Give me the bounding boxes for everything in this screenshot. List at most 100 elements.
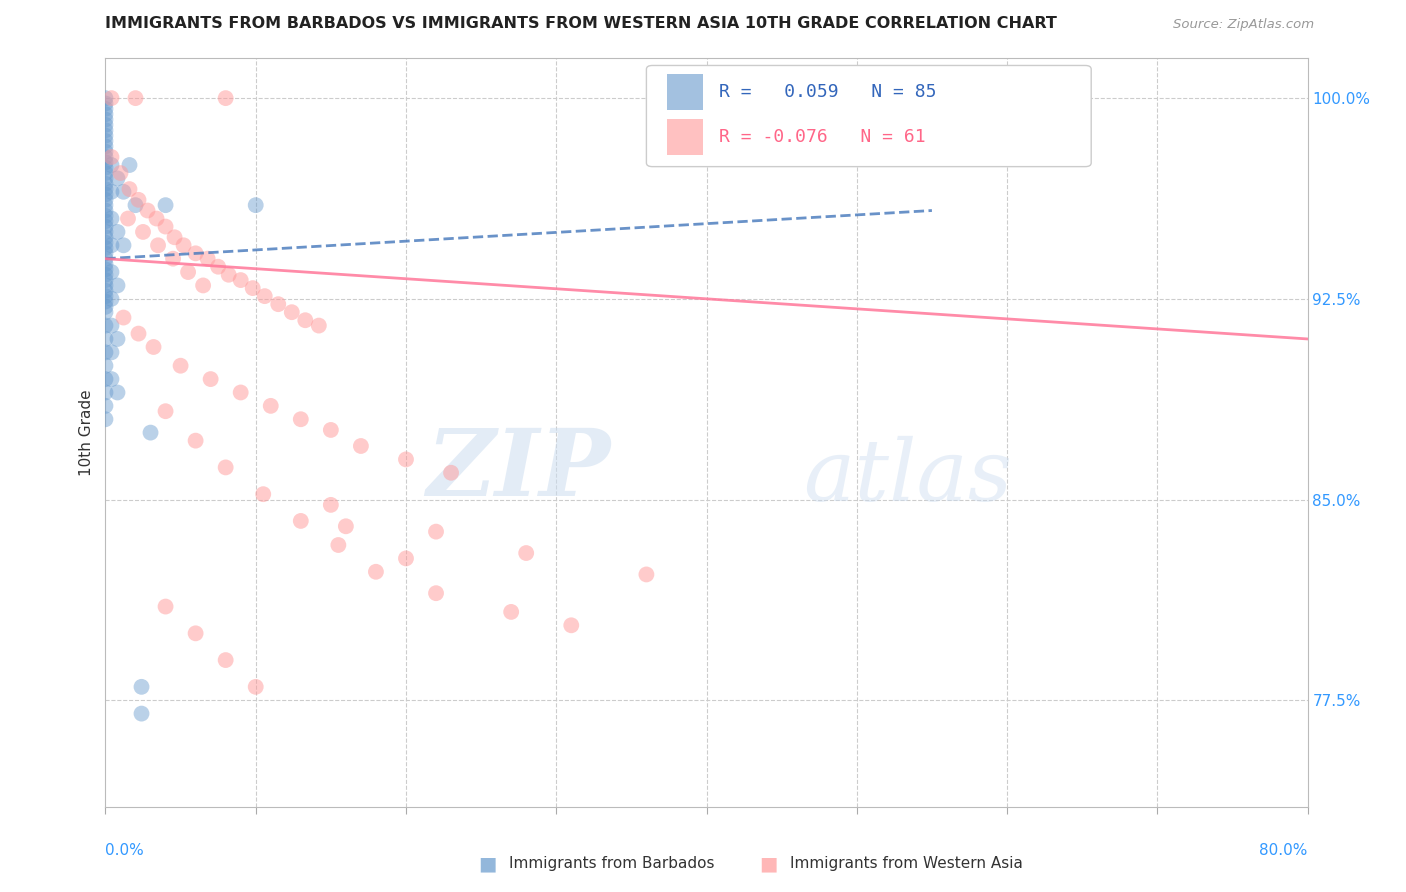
Point xyxy=(515,546,537,560)
Point xyxy=(94,171,117,186)
Point xyxy=(94,262,117,277)
Point xyxy=(112,238,135,252)
Point xyxy=(94,289,117,303)
Text: ZIP: ZIP xyxy=(426,425,610,515)
Point xyxy=(207,260,229,274)
Point xyxy=(94,128,117,143)
Point xyxy=(94,284,117,298)
Point xyxy=(100,150,122,164)
Point xyxy=(94,112,117,127)
Text: 80.0%: 80.0% xyxy=(1260,843,1308,858)
Point xyxy=(145,211,167,226)
Point xyxy=(94,230,117,244)
Point xyxy=(155,219,177,234)
Point xyxy=(94,203,117,218)
Point xyxy=(94,187,117,202)
Point xyxy=(636,567,658,582)
Point xyxy=(328,538,350,552)
Point xyxy=(242,281,264,295)
Point xyxy=(94,96,117,111)
Y-axis label: 10th Grade: 10th Grade xyxy=(79,389,94,476)
Point xyxy=(94,257,117,271)
Point xyxy=(214,91,236,105)
Point xyxy=(131,680,153,694)
Point xyxy=(94,278,117,293)
Point xyxy=(155,404,177,418)
Point xyxy=(128,193,150,207)
Point xyxy=(94,219,117,234)
Point xyxy=(163,230,186,244)
Point xyxy=(100,158,122,172)
Point xyxy=(94,241,117,255)
Point xyxy=(107,332,129,346)
Point xyxy=(100,318,122,333)
Point xyxy=(112,310,135,325)
Point xyxy=(94,107,117,121)
Point xyxy=(245,680,267,694)
Point xyxy=(260,399,283,413)
Point xyxy=(197,252,219,266)
Point xyxy=(229,385,252,400)
Text: Immigrants from Barbados: Immigrants from Barbados xyxy=(509,856,714,871)
Point xyxy=(440,466,463,480)
Point xyxy=(364,565,387,579)
Point xyxy=(136,203,159,218)
Point xyxy=(184,434,207,448)
Point xyxy=(94,102,117,116)
Point xyxy=(253,289,276,303)
Point xyxy=(94,268,117,282)
Point xyxy=(142,340,165,354)
Point xyxy=(245,198,267,212)
Text: Source: ZipAtlas.com: Source: ZipAtlas.com xyxy=(1174,18,1315,31)
Point xyxy=(100,292,122,306)
Point xyxy=(290,514,312,528)
Point xyxy=(100,345,122,359)
Point xyxy=(281,305,304,319)
Point xyxy=(308,318,330,333)
Point xyxy=(94,150,117,164)
Point xyxy=(94,359,117,373)
Text: R =   0.059   N = 85: R = 0.059 N = 85 xyxy=(718,83,936,101)
Point xyxy=(290,412,312,426)
Point xyxy=(177,265,200,279)
Point xyxy=(94,273,117,287)
Point xyxy=(94,225,117,239)
Point xyxy=(110,166,132,180)
Point xyxy=(425,586,447,600)
Point xyxy=(169,359,191,373)
Point xyxy=(94,91,117,105)
Point xyxy=(107,225,129,239)
Point xyxy=(214,460,236,475)
Point xyxy=(319,498,342,512)
Point xyxy=(94,412,117,426)
Point xyxy=(94,182,117,196)
Point xyxy=(94,123,117,137)
Text: R = -0.076   N = 61: R = -0.076 N = 61 xyxy=(718,128,925,145)
Point xyxy=(229,273,252,287)
Point xyxy=(94,214,117,228)
Point xyxy=(132,225,155,239)
Point xyxy=(94,166,117,180)
Point xyxy=(118,158,141,172)
Point xyxy=(117,211,139,226)
Point xyxy=(94,372,117,386)
Point xyxy=(501,605,523,619)
Text: atlas: atlas xyxy=(803,436,1012,519)
Point xyxy=(155,599,177,614)
Text: ■: ■ xyxy=(759,854,778,873)
Point xyxy=(94,118,117,132)
Point xyxy=(200,372,222,386)
Bar xyxy=(666,119,703,154)
Text: ■: ■ xyxy=(478,854,496,873)
Point xyxy=(335,519,357,533)
Point xyxy=(100,211,122,226)
Point xyxy=(118,182,141,196)
Point xyxy=(252,487,274,501)
Point xyxy=(560,618,582,632)
Point xyxy=(94,155,117,169)
Point xyxy=(94,161,117,175)
Point xyxy=(319,423,342,437)
Point xyxy=(94,209,117,223)
Point xyxy=(94,235,117,250)
Point xyxy=(94,399,117,413)
